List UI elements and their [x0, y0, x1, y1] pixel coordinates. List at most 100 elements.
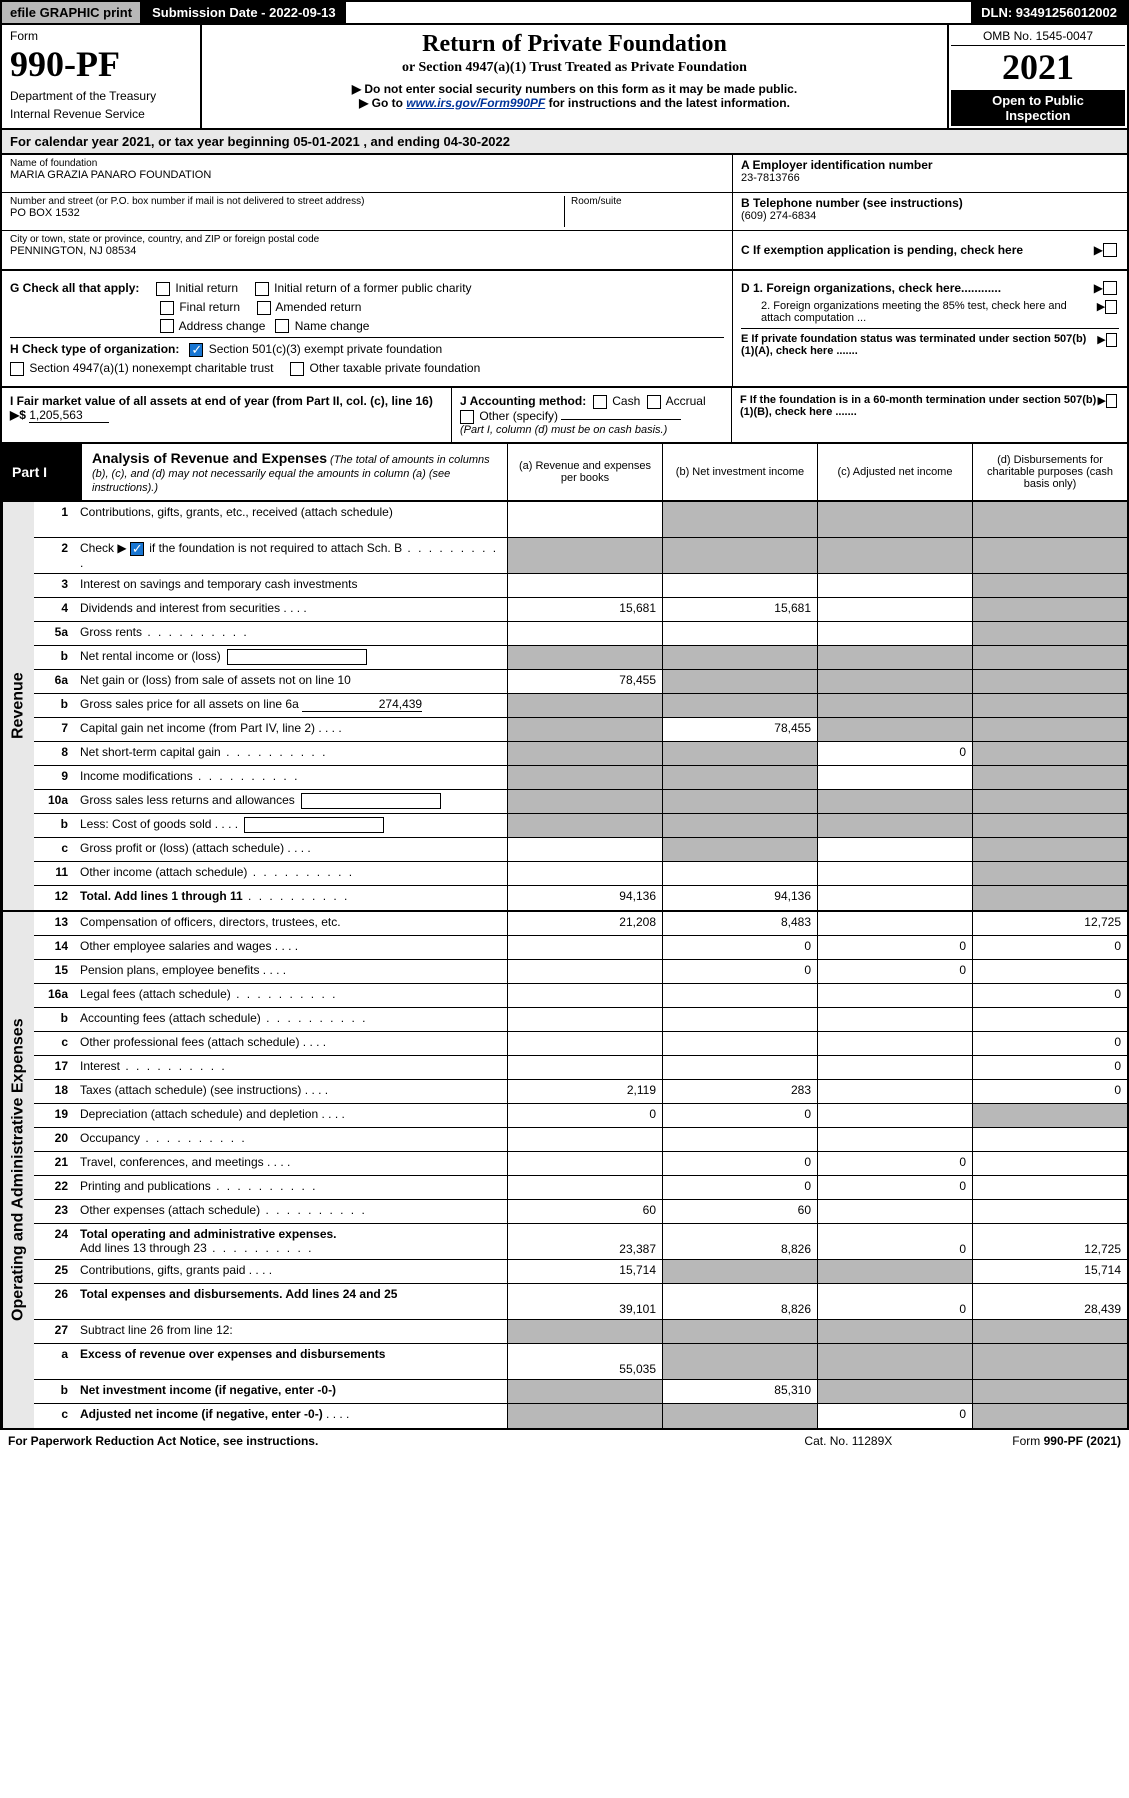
- table-row: b Less: Cost of goods sold: [34, 814, 1127, 838]
- table-row: 8 Net short-term capital gain 0: [34, 742, 1127, 766]
- j3-checkbox[interactable]: [460, 410, 474, 424]
- d1-row: D 1. Foreign organizations, check here..…: [741, 281, 1119, 296]
- line-desc: Dividends and interest from securities: [74, 598, 507, 621]
- col-b-shaded: [662, 742, 817, 765]
- name-label: Name of foundation: [10, 158, 724, 169]
- line-desc: Total operating and administrative expen…: [74, 1224, 507, 1259]
- col-b-shaded: [662, 502, 817, 537]
- line-num: 7: [34, 718, 74, 741]
- line-desc: Other income (attach schedule): [74, 862, 507, 885]
- line-num: 27: [34, 1320, 74, 1343]
- part1-header: Part I Analysis of Revenue and Expenses …: [0, 444, 1129, 502]
- g3-checkbox[interactable]: [160, 301, 174, 315]
- line-desc: Adjusted net income (if negative, enter …: [74, 1404, 507, 1428]
- line-desc: Total. Add lines 1 through 11: [74, 886, 507, 910]
- checks-ijf: I Fair market value of all assets at end…: [0, 388, 1129, 444]
- table-row: b Net rental income or (loss): [34, 646, 1127, 670]
- table-row: 4 Dividends and interest from securities…: [34, 598, 1127, 622]
- e-checkbox[interactable]: [1106, 333, 1117, 347]
- d2-checkbox[interactable]: [1105, 300, 1117, 314]
- col-a-val: [507, 838, 662, 861]
- table-row: c Adjusted net income (if negative, ente…: [34, 1404, 1127, 1428]
- table-row: 5a Gross rents: [34, 622, 1127, 646]
- col-d-shaded: [972, 1104, 1127, 1127]
- c-checkbox[interactable]: [1103, 243, 1117, 257]
- g5-label: Address change: [179, 319, 266, 333]
- col-d-val: 12,725: [972, 912, 1127, 935]
- col-c-val: 0: [817, 742, 972, 765]
- table-row: 23 Other expenses (attach schedule) 60 6…: [34, 1200, 1127, 1224]
- col-d-shaded: [972, 862, 1127, 885]
- ein-row: A Employer identification number 23-7813…: [733, 155, 1127, 193]
- line-desc: Interest on savings and temporary cash i…: [74, 574, 507, 597]
- foundation-name: MARIA GRAZIA PANARO FOUNDATION: [10, 169, 724, 181]
- h1-checkbox[interactable]: [189, 343, 203, 357]
- phone-row: B Telephone number (see instructions) (6…: [733, 193, 1127, 231]
- line-desc: Gross profit or (loss) (attach schedule): [74, 838, 507, 861]
- col-d-val: 0: [972, 984, 1127, 1007]
- col-b-shaded: [662, 694, 817, 717]
- header-right: OMB No. 1545-0047 2021 Open to Public In…: [947, 25, 1127, 128]
- col-c-hdr: (c) Adjusted net income: [817, 444, 972, 500]
- g4-checkbox[interactable]: [257, 301, 271, 315]
- line-num: 2: [34, 538, 74, 573]
- line-num: b: [34, 814, 74, 837]
- g2-checkbox[interactable]: [255, 282, 269, 296]
- d2-row: 2. Foreign organizations meeting the 85%…: [741, 300, 1119, 324]
- table-row: b Accounting fees (attach schedule): [34, 1008, 1127, 1032]
- addr-row: Number and street (or P.O. box number if…: [2, 193, 732, 231]
- col-b-val: 8,826: [662, 1224, 817, 1259]
- other-specify-field[interactable]: [561, 419, 681, 420]
- g6-checkbox[interactable]: [275, 319, 289, 333]
- g-row3: Address change Name change: [10, 319, 724, 334]
- exemption-row: C If exemption application is pending, c…: [733, 231, 1127, 269]
- col-b-val: 8,483: [662, 912, 817, 935]
- f-checkbox[interactable]: [1106, 394, 1117, 408]
- g1-checkbox[interactable]: [156, 282, 170, 296]
- j-label: J Accounting method:: [460, 394, 586, 408]
- line-num: 13: [34, 912, 74, 935]
- col-c-shaded: [817, 646, 972, 669]
- col-c-shaded: [817, 538, 972, 573]
- h2-label: Section 4947(a)(1) nonexempt charitable …: [29, 361, 273, 375]
- h3-checkbox[interactable]: [290, 362, 304, 376]
- line-desc: Travel, conferences, and meetings: [74, 1152, 507, 1175]
- line-num: 15: [34, 960, 74, 983]
- irs-link[interactable]: www.irs.gov/Form990PF: [406, 96, 545, 110]
- efile-print-button[interactable]: efile GRAPHIC print: [2, 2, 142, 23]
- col-c-val: 0: [817, 1284, 972, 1319]
- table-row: c Other professional fees (attach schedu…: [34, 1032, 1127, 1056]
- expenses-body: 13 Compensation of officers, directors, …: [34, 912, 1127, 1428]
- h-row2: Section 4947(a)(1) nonexempt charitable …: [10, 361, 724, 376]
- col-a-val: 21,208: [507, 912, 662, 935]
- j1-checkbox[interactable]: [593, 395, 607, 409]
- col-b-shaded: [662, 1260, 817, 1283]
- j2-checkbox[interactable]: [647, 395, 661, 409]
- line-num: 25: [34, 1260, 74, 1283]
- g5-checkbox[interactable]: [160, 319, 174, 333]
- col-d-shaded: [972, 718, 1127, 741]
- col-b-val: [662, 1128, 817, 1151]
- line-num: b: [34, 646, 74, 669]
- calendar-year-line: For calendar year 2021, or tax year begi…: [0, 130, 1129, 155]
- line-desc: Occupancy: [74, 1128, 507, 1151]
- header-center: Return of Private Foundation or Section …: [202, 25, 947, 128]
- d1-checkbox[interactable]: [1103, 281, 1117, 295]
- h2-checkbox[interactable]: [10, 362, 24, 376]
- col-a-shaded: [507, 694, 662, 717]
- col-b-val: 0: [662, 1152, 817, 1175]
- table-row: 25 Contributions, gifts, grants paid 15,…: [34, 1260, 1127, 1284]
- form-number: 990-PF: [10, 43, 192, 85]
- col-a-shaded: [507, 1380, 662, 1403]
- col-b-val: 60: [662, 1200, 817, 1223]
- footer-mid: Cat. No. 11289X: [804, 1434, 892, 1448]
- line-num: 3: [34, 574, 74, 597]
- r2-checkbox[interactable]: [130, 542, 144, 556]
- line-num: 21: [34, 1152, 74, 1175]
- arrow-icon: ▶: [1094, 243, 1103, 258]
- col-d-val: [972, 1200, 1127, 1223]
- table-row: 14 Other employee salaries and wages 0 0…: [34, 936, 1127, 960]
- line-desc: Less: Cost of goods sold: [74, 814, 507, 837]
- col-c-shaded: [817, 670, 972, 693]
- col-c-val: [817, 1032, 972, 1055]
